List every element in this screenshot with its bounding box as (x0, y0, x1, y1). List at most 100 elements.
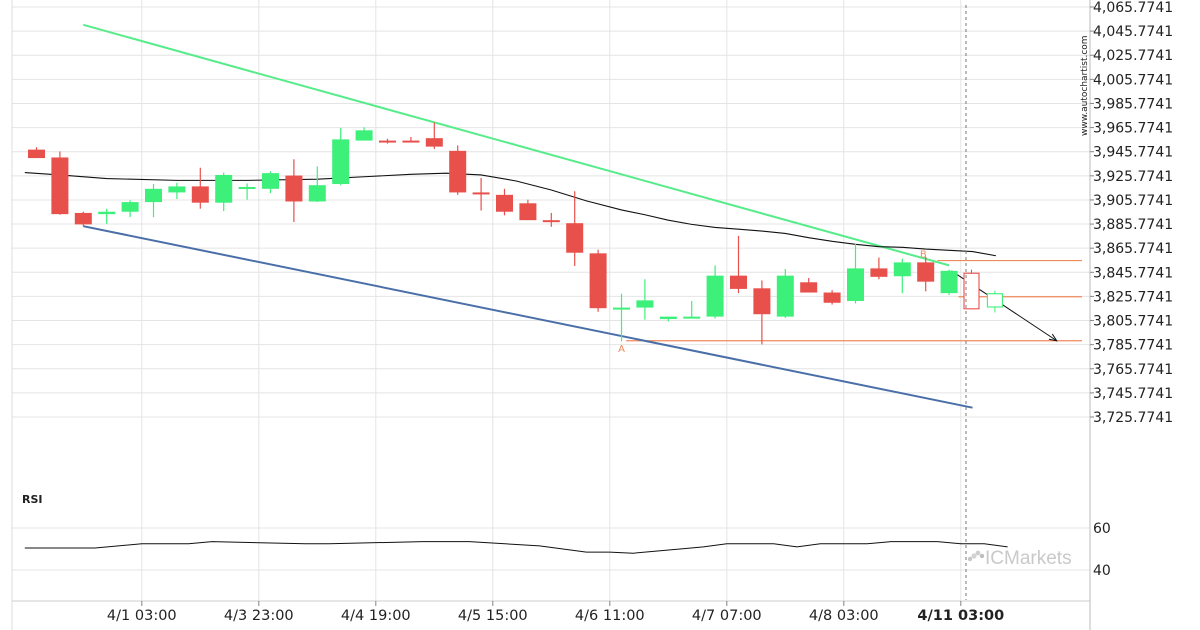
candle (730, 235, 747, 294)
candle-body (659, 316, 677, 320)
candle (847, 243, 864, 304)
time-axis: 4/1 03:00 4/3 23:00 4/4 19:00 4/5 15:00 4/6 … (107, 601, 1004, 624)
candle-body (519, 203, 537, 221)
candle (800, 278, 818, 293)
candle (589, 249, 607, 312)
candle-body (98, 211, 116, 215)
candle-body (472, 192, 490, 195)
candle (51, 151, 69, 215)
candle-body (238, 187, 256, 190)
candle (74, 211, 92, 227)
y-tick-label: 3,765.7741 (1093, 362, 1173, 378)
y-tick-label: 3,965.7741 (1093, 121, 1173, 137)
y-tick-label: 3,805.7741 (1093, 314, 1173, 330)
pattern-markers: AB (618, 5, 967, 600)
candle-body (379, 140, 396, 143)
rsi-label: RSI (22, 493, 43, 506)
trend-lines (83, 23, 1058, 409)
candle-body (285, 175, 303, 202)
candle (753, 280, 771, 345)
candle (636, 279, 654, 320)
candle (706, 265, 724, 319)
pattern-point-label: B (920, 250, 927, 261)
candle-body (753, 288, 771, 315)
projected-candle-body (963, 272, 980, 310)
candle (28, 147, 45, 159)
watermark: www.autochartist.com (1080, 35, 1090, 136)
candle-body (566, 223, 584, 253)
candlesticks (28, 122, 958, 345)
candle (238, 183, 256, 200)
candle-body (496, 194, 513, 212)
candle-body (613, 307, 630, 310)
y-tick-label: 4,045.7741 (1093, 24, 1173, 40)
moving-average-line (24, 171, 996, 257)
candle-body (636, 300, 654, 308)
projected-candle (963, 269, 980, 310)
chart-frame (11, 0, 1091, 630)
y-tick-label: 4,065.7741 (1093, 0, 1173, 16)
candle (215, 172, 233, 212)
candle-body (121, 202, 139, 212)
candle (542, 212, 560, 227)
x-tick-label: 4/11 03:00 (917, 608, 1004, 624)
brand-dot (967, 556, 973, 562)
rsi-tick-label: 60 (1093, 521, 1111, 537)
moving-average (24, 171, 996, 257)
y-tick-label: 4,025.7741 (1093, 48, 1173, 64)
candle-body (215, 174, 233, 203)
arrow-head-icon (1048, 333, 1058, 342)
brand-logo: ICMarkets (967, 548, 1072, 569)
y-tick-label: 3,985.7741 (1093, 96, 1173, 112)
y-tick-label: 3,885.7741 (1093, 217, 1173, 233)
candle-body (402, 140, 420, 143)
candle-body (425, 138, 443, 147)
candle (355, 127, 373, 141)
x-tick-label: 4/1 03:00 (107, 608, 177, 624)
brand-text: ICMarkets (985, 548, 1072, 569)
y-tick-label: 3,925.7741 (1093, 169, 1173, 185)
x-tick-label: 4/6 11:00 (575, 608, 645, 624)
candle-body (823, 292, 841, 303)
candle-body (449, 150, 467, 193)
candle (472, 177, 490, 211)
candle (870, 257, 888, 280)
y-tick-label: 4,005.7741 (1093, 72, 1173, 88)
brand-dots-icon (967, 550, 985, 562)
candle (566, 191, 584, 266)
candle (98, 208, 116, 224)
candle (776, 269, 794, 318)
brand-dot (971, 553, 977, 559)
candle-body (74, 212, 92, 225)
candle (659, 316, 677, 322)
pattern-point-label: A (618, 344, 625, 355)
candle-body (706, 275, 724, 317)
candle (262, 171, 279, 194)
candle-body (308, 185, 326, 202)
candle-body (940, 270, 958, 294)
candle-body (542, 220, 560, 223)
candle (308, 166, 326, 203)
candle (191, 167, 209, 209)
brand-dot (975, 550, 981, 556)
y-tick-label: 3,825.7741 (1093, 289, 1173, 305)
candle (285, 159, 303, 222)
candle-body (332, 139, 350, 184)
candle (613, 293, 630, 342)
candle-body (893, 262, 911, 277)
projected-candle (986, 290, 1003, 313)
rsi-line (24, 541, 1008, 554)
candle-body (870, 268, 888, 277)
rsi-tick-label: 40 (1093, 563, 1111, 579)
candle-body (51, 157, 69, 215)
x-tick-label: 4/7 07:00 (692, 608, 762, 624)
resistance-line (83, 23, 950, 267)
candle-body (191, 186, 209, 203)
rsi-panel (24, 541, 1008, 554)
x-tick-label: 4/5 15:00 (458, 608, 528, 624)
candle (145, 183, 162, 218)
candle-body (800, 282, 818, 293)
candle (168, 182, 186, 200)
y-tick-label: 3,785.7741 (1093, 338, 1173, 354)
